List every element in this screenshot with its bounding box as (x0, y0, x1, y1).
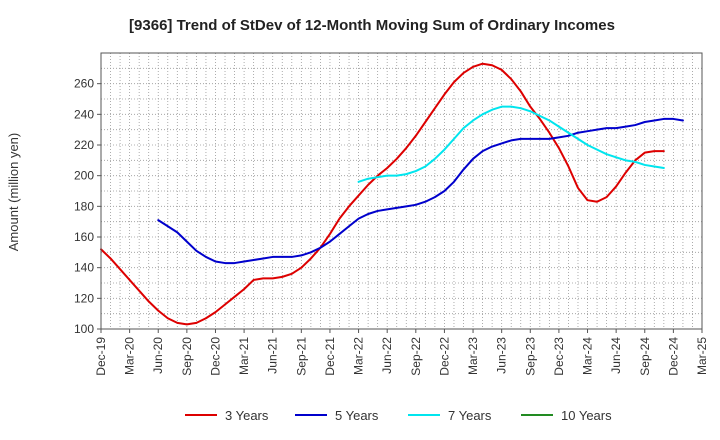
x-tick-label: Mar-24 (581, 337, 595, 375)
y-tick-label: 100 (74, 322, 94, 336)
x-tick-label: Dec-22 (437, 337, 451, 376)
x-tick-label: Jun-20 (151, 337, 165, 374)
x-tick-label: Jun-24 (609, 337, 623, 374)
x-tick-label: Mar-22 (352, 337, 366, 375)
x-tick-label: Dec-19 (94, 337, 108, 376)
y-tick-label: 120 (74, 291, 94, 305)
x-tick-label: Sep-23 (523, 337, 537, 376)
legend: 3 Years 5 Years 7 Years 10 Years (185, 408, 612, 423)
x-tick-label: Mar-21 (237, 337, 251, 375)
x-tick-label: Jun-22 (380, 337, 394, 374)
x-tick-label: Mar-20 (123, 337, 137, 375)
legend-label-5-years: 5 Years (335, 408, 379, 423)
series-line-5-years (157, 117, 684, 265)
x-tick-label: Sep-20 (180, 337, 194, 376)
x-tick-label: Dec-24 (666, 337, 680, 376)
y-tick-label: 260 (74, 77, 94, 91)
plot-frame (100, 52, 703, 330)
x-tick-label: Sep-24 (638, 337, 652, 376)
series-group (100, 62, 684, 326)
x-tick-label: Dec-20 (208, 337, 222, 376)
y-tick-label: 200 (74, 169, 94, 183)
x-tick-label: Sep-21 (294, 337, 308, 376)
y-tick-label: 160 (74, 230, 94, 244)
legend-label-3-years: 3 Years (225, 408, 269, 423)
y-tick-label: 240 (74, 107, 94, 121)
series-line-7-years (357, 105, 665, 183)
legend-label-7-years: 7 Years (448, 408, 492, 423)
y-axis-label: Amount (million yen) (6, 133, 21, 252)
x-tick-label: Mar-23 (466, 337, 480, 375)
series-line-3-years (100, 62, 665, 326)
y-tick-label: 140 (74, 261, 94, 275)
x-ticks: Dec-19 Mar-20 Jun-20 Sep-20 Dec-20 Mar-21 Jun-… (94, 329, 709, 376)
legend-label-10-years: 10 Years (561, 408, 612, 423)
x-tick-label: Mar-25 (695, 337, 709, 375)
y-tick-label: 220 (74, 138, 94, 152)
x-tick-label: Dec-21 (323, 337, 337, 376)
y-ticks: 100 120 140 160 180 200 220 240 260 (74, 77, 101, 336)
x-tick-label: Jun-23 (495, 337, 509, 374)
x-tick-label: Dec-23 (552, 337, 566, 376)
x-tick-label: Jun-21 (266, 337, 280, 374)
x-tick-label: Sep-22 (409, 337, 423, 376)
y-tick-label: 180 (74, 199, 94, 213)
chart-title: [9366] Trend of StDev of 12-Month Moving… (129, 17, 615, 34)
